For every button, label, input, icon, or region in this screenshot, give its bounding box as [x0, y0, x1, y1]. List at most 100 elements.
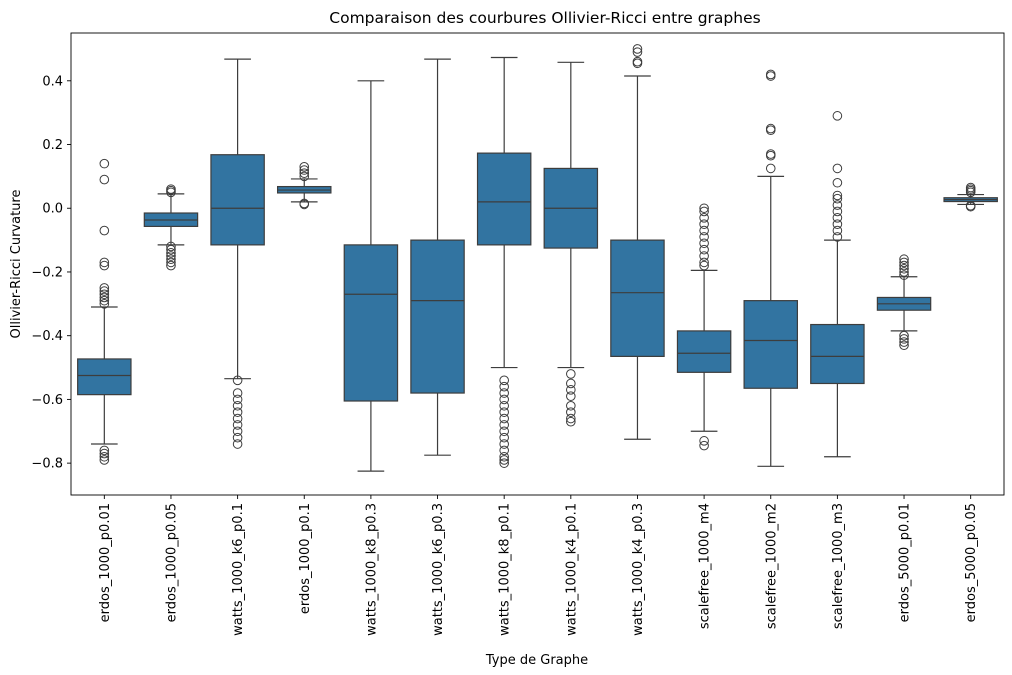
outlier-point	[499, 458, 509, 468]
x-tick-label: watts_1000_k6_p0.3	[431, 503, 446, 636]
box-group-watts_1000_k8_p0.1: watts_1000_k8_p0.1	[476, 56, 532, 636]
box-group-scalefree_1000_m2: scalefree_1000_m2	[743, 69, 799, 629]
outlier-point	[765, 163, 776, 174]
box-group-erdos_1000_p0.1: erdos_1000_p0.1	[276, 162, 332, 614]
outlier-point	[166, 257, 176, 268]
outlier-point	[99, 257, 110, 268]
x-axis-label: Type de Graphe	[485, 653, 588, 668]
outlier-point	[699, 260, 709, 271]
box-group-scalefree_1000_m3: scalefree_1000_m3	[810, 111, 865, 629]
outlier-point	[499, 426, 509, 437]
outlier-point	[499, 455, 509, 465]
outlier-point	[499, 394, 509, 405]
x-tick-label: watts_1000_k4_p0.1	[564, 503, 579, 636]
outlier-point	[232, 388, 243, 398]
outlier-point	[899, 254, 909, 265]
outlier-point	[899, 337, 909, 347]
y-tick-label: −0.4	[31, 329, 63, 344]
x-tick-label: erdos_1000_p0.05	[164, 503, 179, 622]
box-group-scalefree_1000_m4: scalefree_1000_m4	[676, 203, 732, 629]
outlier-point	[832, 177, 843, 188]
x-tick-label: watts_1000_k4_p0.3	[631, 503, 646, 636]
outlier-point	[566, 407, 576, 417]
x-tick-label: watts_1000_k6_p0.1	[231, 503, 246, 636]
outlier-point	[232, 432, 243, 443]
outlier-point	[832, 163, 843, 174]
x-tick-label: watts_1000_k8_p0.3	[364, 503, 379, 636]
outlier-point	[765, 150, 776, 161]
box	[77, 358, 132, 396]
outlier-point	[99, 445, 110, 456]
outlier-point	[299, 165, 310, 175]
outlier-point	[99, 225, 110, 236]
box-group-erdos_5000_p0.01: erdos_5000_p0.01	[876, 254, 932, 622]
outlier-point	[299, 162, 310, 172]
outlier-point	[499, 439, 509, 449]
outlier-point	[699, 251, 709, 261]
x-tick-label: erdos_1000_p0.01	[98, 503, 113, 622]
outlier-point	[299, 168, 310, 178]
outlier-point	[499, 375, 509, 386]
box-group-erdos_1000_p0.01: erdos_1000_p0.01	[77, 158, 132, 622]
outlier-point	[899, 330, 909, 341]
box	[743, 300, 799, 389]
outlier-point	[832, 200, 843, 210]
outlier-point	[99, 451, 110, 462]
outlier-point	[299, 171, 310, 182]
outlier-point	[99, 295, 110, 306]
box-group-watts_1000_k8_p0.3: watts_1000_k8_p0.3	[343, 80, 399, 636]
outlier-point	[832, 111, 843, 121]
outlier-point	[632, 58, 643, 69]
y-tick-label: 0.2	[42, 138, 63, 153]
outlier-point	[899, 260, 909, 271]
outlier-point	[166, 260, 176, 271]
box	[810, 323, 865, 385]
outlier-point	[499, 388, 509, 398]
outlier-point	[699, 206, 709, 217]
outlier-point	[166, 248, 176, 258]
box-group-erdos_5000_p0.05: erdos_5000_p0.05	[943, 182, 998, 622]
outlier-point	[232, 394, 243, 405]
outlier-point	[99, 455, 110, 465]
outlier-point	[699, 225, 709, 236]
outlier-point	[166, 244, 176, 255]
outlier-point	[232, 426, 243, 437]
outlier-point	[99, 448, 110, 459]
outlier-point	[699, 232, 709, 242]
x-tick-label: scalefree_1000_m4	[698, 503, 713, 629]
outlier-point	[499, 400, 509, 411]
outlier-point	[965, 187, 976, 198]
plot-frame	[70, 32, 1005, 496]
y-tick-label: −0.6	[31, 393, 63, 408]
outlier-point	[899, 257, 909, 268]
outlier-point	[232, 375, 243, 386]
box-group-watts_1000_k6_p0.3: watts_1000_k6_p0.3	[410, 58, 465, 636]
outlier-point	[232, 407, 243, 417]
outlier-point	[499, 432, 509, 443]
outlier-point	[499, 407, 509, 417]
outlier-point	[832, 225, 843, 236]
x-tick-label: watts_1000_k8_p0.1	[498, 503, 513, 636]
outlier-point	[765, 71, 776, 81]
outlier-point	[899, 334, 909, 344]
outlier-point	[566, 369, 576, 379]
x-tick-label: scalefree_1000_m2	[764, 503, 779, 629]
box-group-watts_1000_k4_p0.3: watts_1000_k4_p0.3	[610, 44, 665, 636]
outlier-point	[232, 400, 243, 411]
outlier-point	[832, 213, 843, 223]
outlier-point	[566, 413, 576, 424]
y-tick-label: 0.0	[42, 202, 63, 217]
outlier-point	[632, 44, 643, 54]
outlier-point	[166, 254, 176, 265]
box	[476, 152, 532, 246]
outlier-point	[299, 199, 310, 210]
outlier-point	[99, 158, 110, 169]
x-tick-label: erdos_1000_p0.1	[298, 503, 313, 614]
outlier-point	[899, 270, 909, 280]
outlier-point	[899, 340, 909, 351]
outlier-point	[499, 451, 509, 462]
outlier-point	[832, 219, 843, 229]
x-tick-label: erdos_5000_p0.01	[898, 503, 913, 622]
outlier-point	[899, 263, 909, 274]
